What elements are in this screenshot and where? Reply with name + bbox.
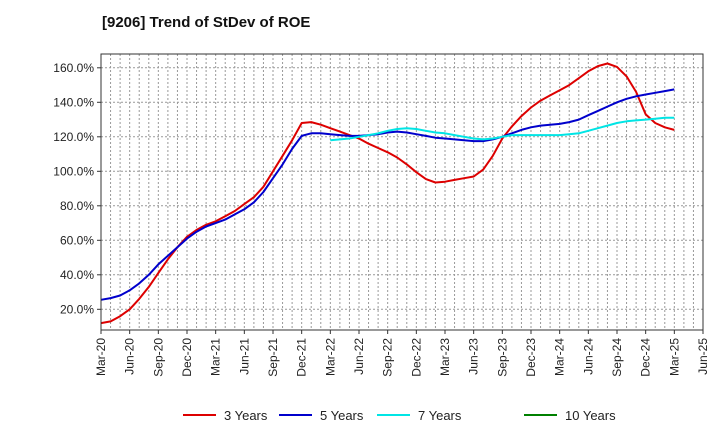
grid-lines	[101, 54, 703, 330]
x-tick-label: Mar-23	[438, 338, 452, 376]
x-tick-label: Dec-22	[409, 338, 423, 377]
plot-border	[100, 53, 704, 331]
x-tick-label: Mar-21	[209, 338, 223, 376]
y-tick-label: 80.0%	[60, 199, 94, 213]
x-tick-label: Dec-20	[180, 338, 194, 377]
y-tick-label: 60.0%	[60, 233, 94, 247]
x-tick-label: Jun-20	[123, 338, 137, 375]
series-layer	[100, 62, 675, 325]
x-tick-label: Sep-24	[610, 338, 624, 377]
legend-label: 10 Years	[565, 408, 616, 423]
legend: 3 Years 5 Years 7 Years 10 Years	[183, 408, 616, 423]
legend-label: 7 Years	[418, 408, 462, 423]
x-tick-label: Jun-21	[237, 338, 251, 375]
x-tick-label: Mar-25	[667, 338, 681, 376]
y-tick-label: 20.0%	[60, 302, 94, 316]
x-axis-ticks: Mar-20 Jun-20 Sep-20 Dec-20 Mar-21 Jun-21 Sep-…	[94, 330, 710, 377]
x-tick-label: Jun-24	[581, 338, 595, 375]
series-line-5-years	[100, 88, 675, 301]
y-tick-label: 120.0%	[53, 130, 94, 144]
series-line-7-years	[330, 116, 675, 142]
y-tick-label: 40.0%	[60, 268, 94, 282]
y-tick-label: 100.0%	[53, 164, 94, 178]
series-line-3-years	[100, 62, 675, 325]
x-tick-label: Jun-22	[352, 338, 366, 375]
plot-area	[101, 54, 703, 330]
y-axis-ticks: 20.0% 40.0% 60.0% 80.0% 100.0% 120.0% 140.0% 16…	[53, 61, 101, 316]
x-tick-label: Sep-20	[151, 338, 165, 377]
legend-label: 3 Years	[224, 408, 268, 423]
x-tick-label: Mar-24	[553, 338, 567, 376]
x-tick-label: Sep-23	[495, 338, 509, 377]
y-tick-label: 140.0%	[53, 95, 94, 109]
chart-title: [9206] Trend of StDev of ROE	[102, 14, 311, 31]
x-tick-label: Jun-25	[696, 338, 710, 375]
x-tick-label: Mar-20	[94, 338, 108, 376]
x-tick-label: Sep-22	[381, 338, 395, 377]
x-tick-label: Jun-23	[467, 338, 481, 375]
y-tick-label: 160.0%	[53, 61, 94, 75]
x-tick-label: Mar-22	[323, 338, 337, 376]
x-tick-label: Dec-24	[639, 338, 653, 377]
x-tick-label: Dec-23	[524, 338, 538, 377]
x-tick-label: Sep-21	[266, 338, 280, 377]
legend-label: 5 Years	[320, 408, 364, 423]
x-tick-label: Dec-21	[295, 338, 309, 377]
